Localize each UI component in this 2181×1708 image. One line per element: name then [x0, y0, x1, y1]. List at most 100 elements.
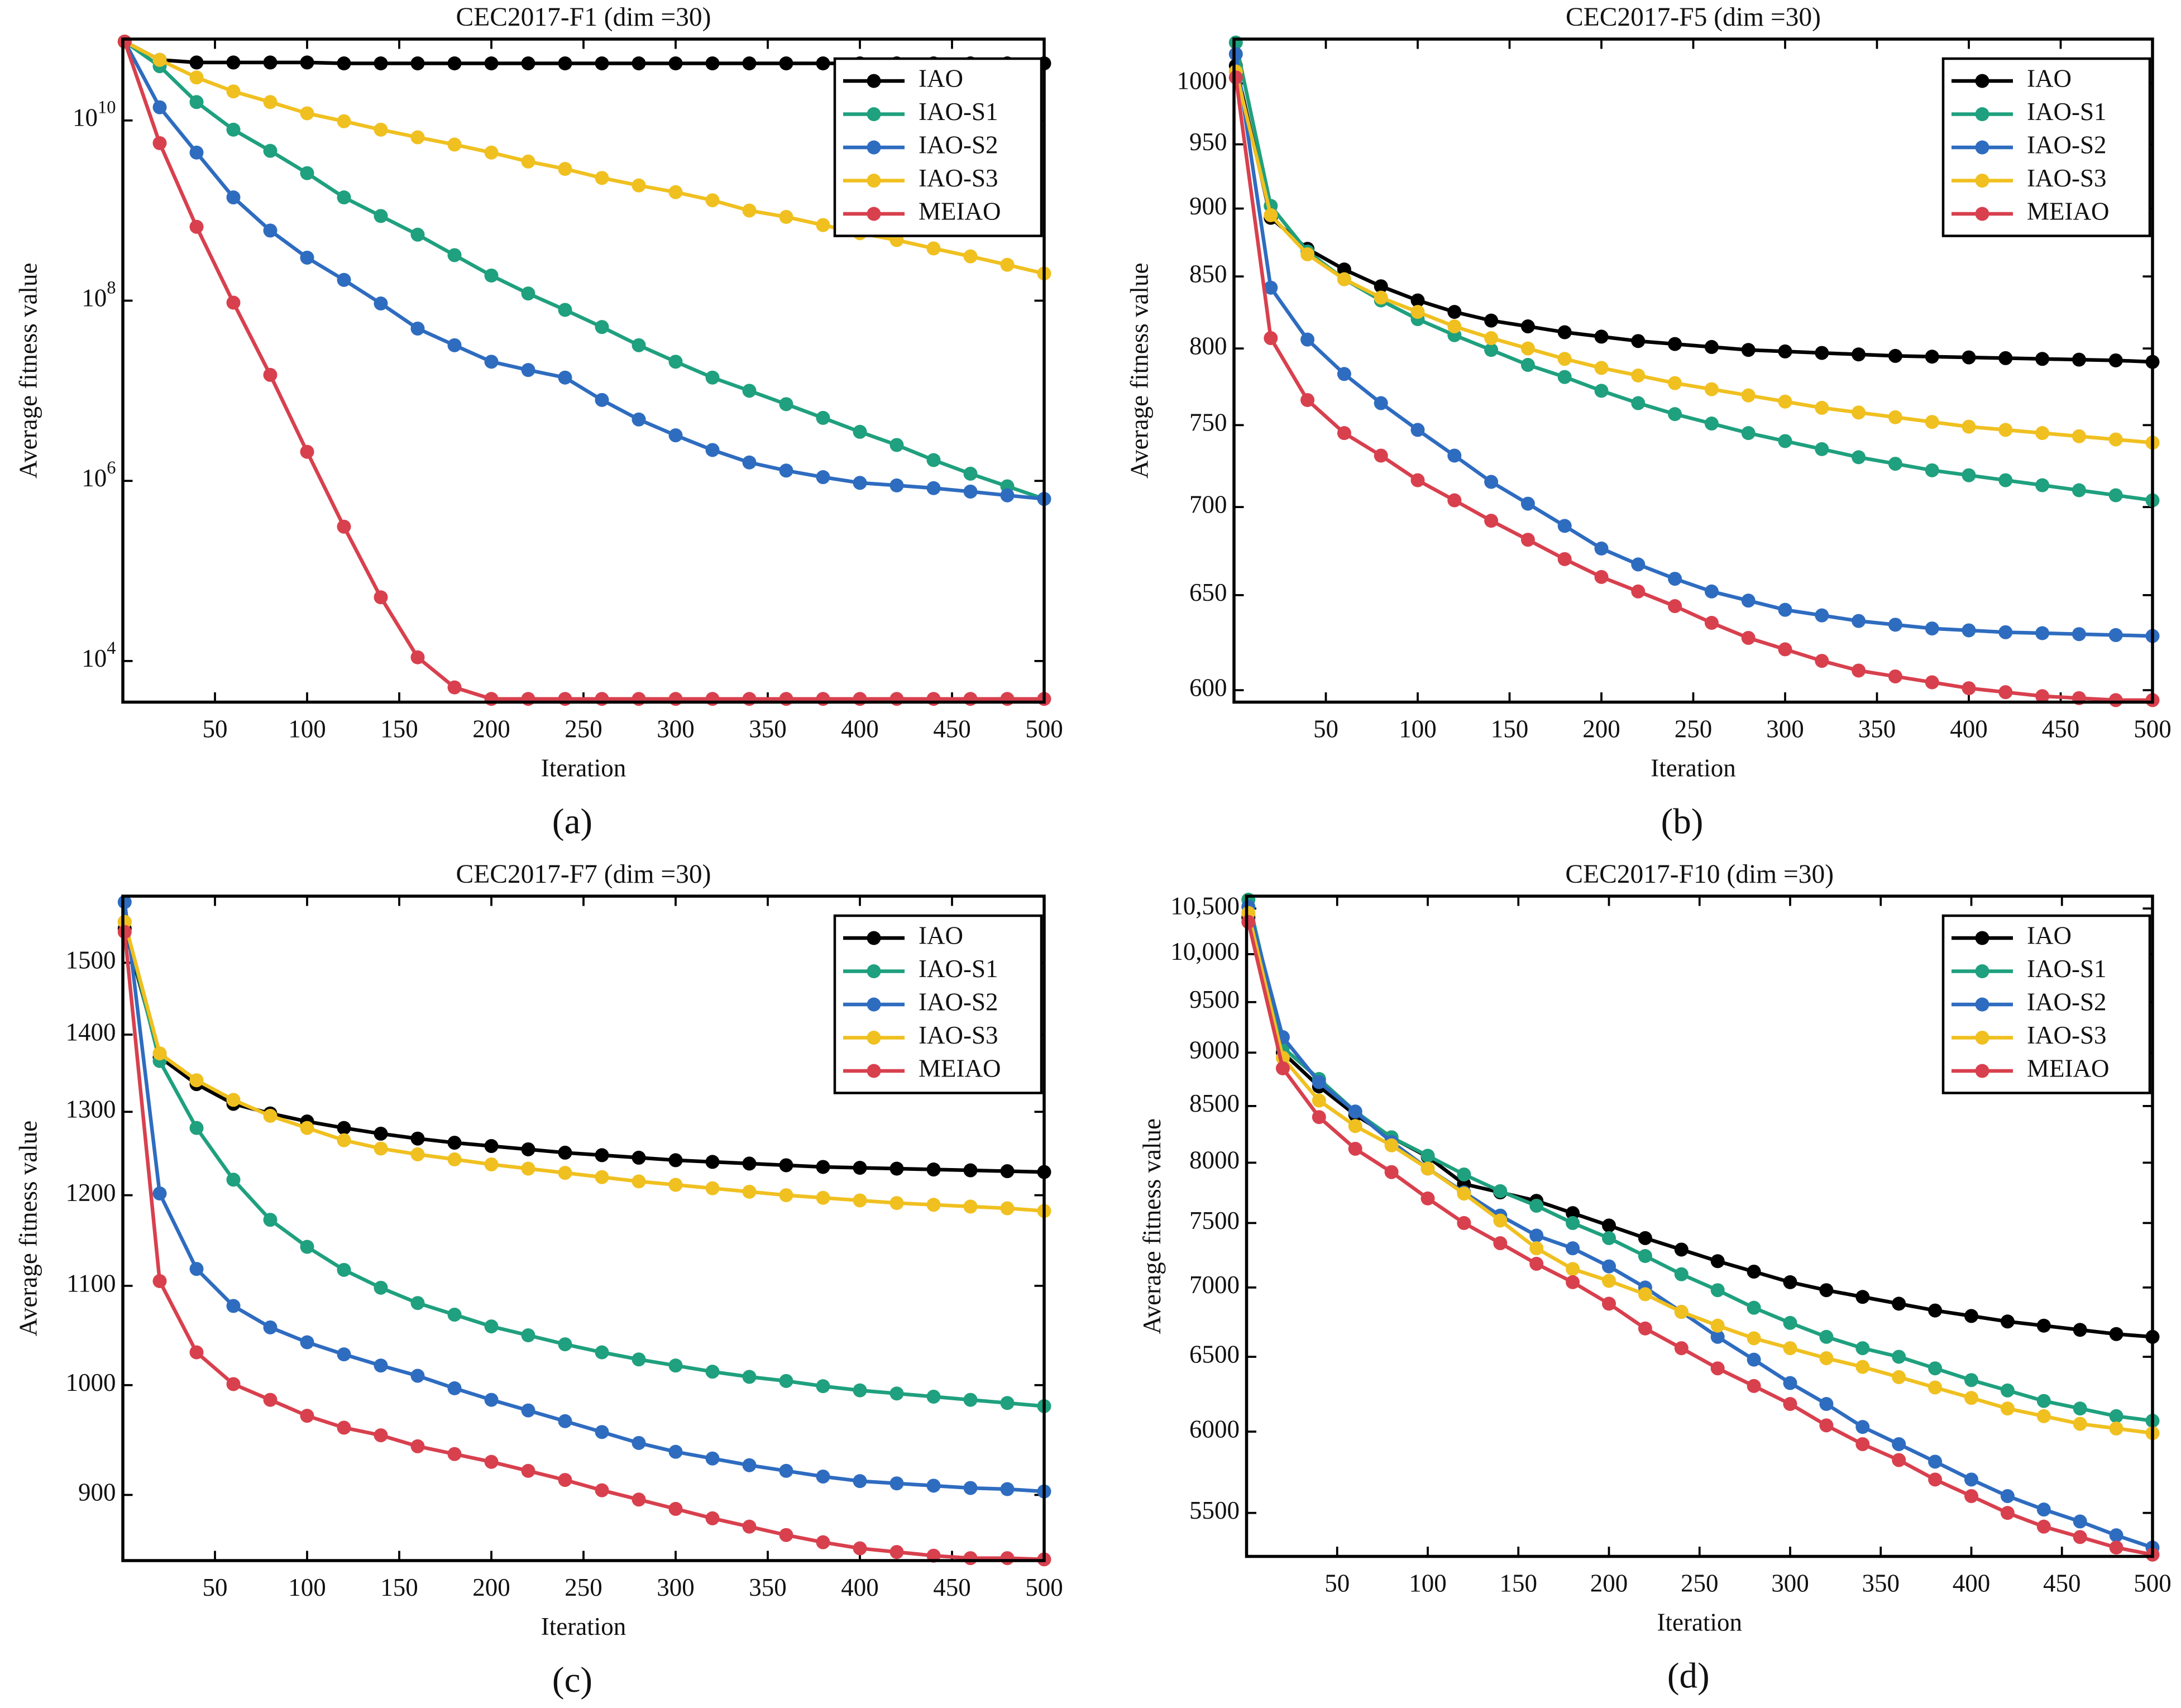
series-marker [1783, 1275, 1797, 1289]
series-marker [2000, 1314, 2015, 1329]
series-marker [2072, 627, 2086, 642]
x-tick-label: 450 [933, 715, 971, 743]
series-marker [705, 1155, 720, 1169]
series-marker [1631, 368, 1646, 382]
series-marker [1566, 1241, 1580, 1256]
series-marker [963, 1551, 978, 1566]
series-marker [1964, 1472, 1978, 1487]
series-marker [189, 1121, 204, 1135]
series-marker [558, 1337, 572, 1352]
series-marker [1374, 448, 1388, 463]
series-marker [1747, 1379, 1761, 1393]
x-tick-label: 350 [1862, 1569, 1900, 1597]
series-marker [410, 130, 425, 145]
series-marker [853, 424, 867, 439]
series-marker [853, 476, 867, 490]
series-marker [1447, 319, 1462, 334]
series-marker [337, 1133, 351, 1147]
legend-marker [867, 107, 881, 122]
series-marker [1566, 1262, 1580, 1276]
series-marker [300, 444, 314, 459]
series-marker [1000, 1201, 1015, 1216]
series-marker [632, 692, 646, 706]
legend-label: IAO-S2 [919, 131, 998, 159]
y-tick-label: 1200 [66, 1179, 116, 1207]
x-tick-label: 350 [749, 715, 787, 743]
series-marker [1892, 1296, 1906, 1311]
series-marker [337, 272, 351, 287]
x-tick-label: 250 [565, 715, 602, 743]
x-axis-label: Iteration [541, 754, 626, 782]
series-marker [2036, 1519, 2051, 1534]
series-marker [1348, 1119, 1362, 1133]
series-marker [1420, 1149, 1435, 1163]
x-tick-label: 150 [1500, 1569, 1538, 1597]
x-tick-label: 50 [203, 1573, 228, 1601]
series-marker [1852, 614, 1866, 628]
legend-label: IAO-S1 [2027, 955, 2107, 983]
series-marker [1815, 608, 1829, 623]
series-marker [2035, 478, 2050, 492]
series-marker [189, 95, 204, 109]
y-tick-label: 600 [1189, 673, 1227, 701]
series-marker [558, 303, 572, 317]
series-marker [1888, 348, 1902, 363]
series-marker [374, 209, 388, 223]
x-tick-label: 200 [1590, 1569, 1628, 1597]
series-marker [1410, 293, 1425, 308]
series-marker [117, 925, 132, 939]
series-marker [226, 55, 241, 70]
panel-label: (c) [552, 1660, 592, 1700]
series-marker [889, 438, 904, 452]
series-marker [2109, 1409, 2123, 1423]
series-marker [2036, 1409, 2051, 1423]
series-marker [447, 1381, 462, 1395]
series-marker [1741, 594, 1756, 608]
series-marker [1998, 423, 2013, 437]
series-marker [558, 1473, 572, 1487]
series-marker [1484, 514, 1499, 528]
series-marker [779, 1463, 793, 1478]
series-marker [1668, 407, 1682, 422]
x-tick-label: 150 [380, 1573, 418, 1601]
legend-label: MEIAO [919, 1054, 1001, 1082]
series-marker [263, 143, 278, 158]
series-marker [226, 1377, 241, 1391]
series-marker [1925, 463, 1939, 477]
series-marker [189, 70, 204, 85]
series-marker [816, 56, 830, 71]
series-marker [1520, 341, 1535, 356]
series-marker [705, 692, 720, 706]
x-tick-label: 100 [1399, 715, 1437, 743]
series-marker [521, 692, 535, 706]
series-marker [2035, 626, 2050, 640]
series-marker [1855, 1290, 1870, 1304]
series-marker [742, 1519, 757, 1534]
series-marker [1964, 1391, 1978, 1405]
y-tick-label: 6500 [1189, 1340, 1240, 1368]
series-marker [374, 1358, 388, 1373]
series-marker [447, 1152, 462, 1166]
series-marker [1631, 584, 1646, 599]
series-marker [447, 1447, 462, 1461]
series-marker [521, 286, 535, 301]
x-axis-label: Iteration [1651, 754, 1735, 782]
series-marker [1998, 351, 2013, 365]
series-marker [668, 692, 683, 706]
series-marker [963, 466, 978, 481]
series-marker [337, 56, 351, 71]
x-axis-label: Iteration [541, 1613, 626, 1640]
panel-label: (b) [1661, 801, 1704, 841]
series-marker [1704, 615, 1719, 630]
series-marker [816, 692, 830, 706]
series-marker [1704, 584, 1719, 599]
series-marker [779, 209, 793, 224]
series-marker [447, 680, 462, 695]
series-marker [2073, 1323, 2087, 1337]
plot-frame [1245, 894, 2154, 1558]
series-marker [226, 1299, 241, 1313]
series-marker [1566, 1275, 1580, 1289]
y-axis-label: Average fitness value [1125, 262, 1153, 479]
legend-marker [1975, 74, 1989, 88]
